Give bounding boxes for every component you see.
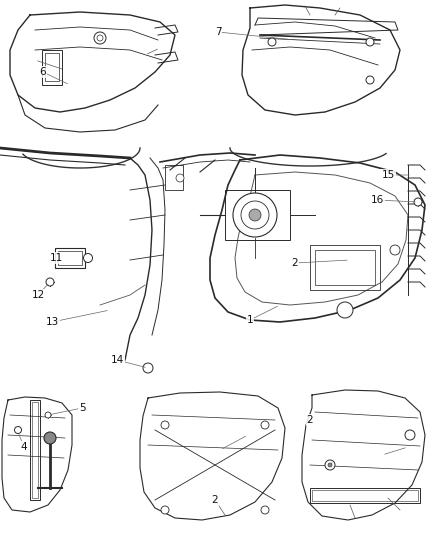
Bar [30, 400, 40, 500]
Text: 14: 14 [110, 355, 124, 365]
Text: 5: 5 [79, 403, 85, 413]
Circle shape [405, 430, 415, 440]
Bar [45, 53, 59, 81]
Bar [310, 488, 420, 503]
Circle shape [268, 38, 276, 46]
Text: 13: 13 [46, 317, 59, 327]
Bar [55, 248, 85, 268]
Bar [225, 190, 290, 240]
Circle shape [261, 506, 269, 514]
Circle shape [44, 432, 56, 444]
Text: 4: 4 [21, 442, 27, 452]
Circle shape [161, 421, 169, 429]
Circle shape [14, 426, 21, 433]
Circle shape [143, 363, 153, 373]
Bar [312, 490, 418, 501]
Circle shape [328, 463, 332, 467]
Circle shape [390, 245, 400, 255]
Circle shape [337, 302, 353, 318]
Text: 6: 6 [40, 67, 46, 77]
Bar [32, 402, 38, 498]
Text: 7: 7 [215, 27, 221, 37]
Text: 16: 16 [371, 195, 384, 205]
Text: 2: 2 [292, 258, 298, 268]
Text: 15: 15 [381, 170, 395, 180]
Text: 1: 1 [247, 315, 253, 325]
Circle shape [414, 198, 422, 206]
Circle shape [241, 201, 269, 229]
Circle shape [366, 76, 374, 84]
Circle shape [176, 174, 184, 182]
Bar [165, 165, 183, 190]
Circle shape [261, 421, 269, 429]
Bar [315, 250, 375, 285]
Bar [58, 251, 82, 265]
Circle shape [45, 412, 51, 418]
Circle shape [84, 254, 92, 262]
Text: 2: 2 [307, 415, 313, 425]
Circle shape [46, 278, 54, 286]
Text: 11: 11 [49, 253, 63, 263]
Circle shape [161, 506, 169, 514]
Circle shape [233, 193, 277, 237]
Circle shape [325, 460, 335, 470]
Circle shape [366, 38, 374, 46]
Bar [42, 50, 62, 85]
Text: 12: 12 [32, 290, 45, 300]
Circle shape [97, 35, 103, 41]
Text: 2: 2 [212, 495, 218, 505]
Circle shape [249, 209, 261, 221]
Bar [310, 245, 380, 290]
Circle shape [94, 32, 106, 44]
